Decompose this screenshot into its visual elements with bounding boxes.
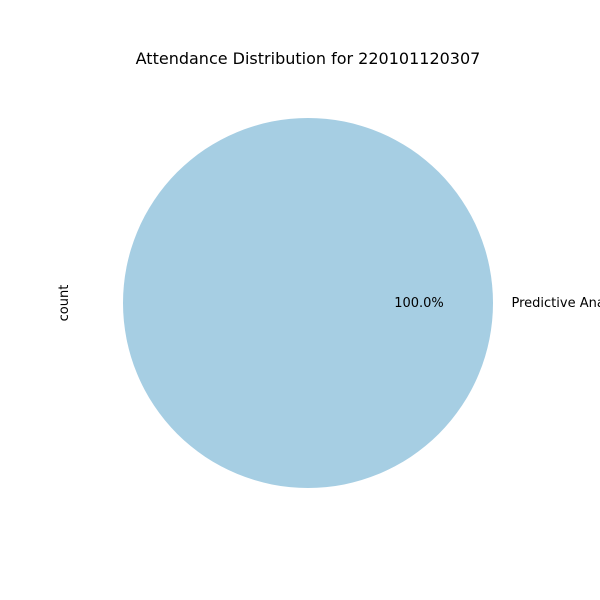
chart-title: Attendance Distribution for 220101120307 (136, 49, 481, 68)
slice-percent-label: 100.0% (394, 296, 444, 311)
pie-labels: Predictive Analysis 100.0% (394, 296, 600, 311)
pie-slice (123, 118, 493, 488)
pie-slices (123, 118, 493, 488)
y-axis-label: count (57, 285, 72, 322)
slice-label: Predictive Analysis (512, 296, 600, 311)
